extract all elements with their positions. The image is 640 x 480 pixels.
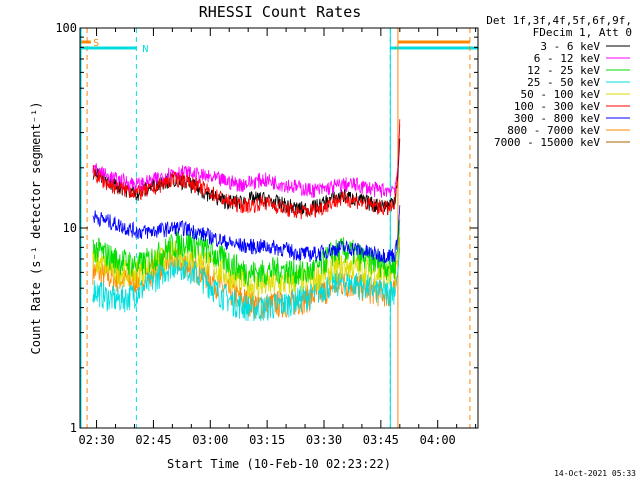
y-tick-label: 1 bbox=[70, 421, 77, 435]
annotation-label-0: S bbox=[93, 38, 99, 49]
legend-header: FDecim 1, Att 0 bbox=[533, 26, 632, 39]
legend-entry: 7000 - 15000 keV bbox=[494, 136, 600, 149]
x-tick-label: 03:45 bbox=[363, 433, 399, 447]
axis-ticks: 1 10 100 02:30 02:45 03:00 03:15 03:30 03:45 04:0… bbox=[55, 21, 478, 447]
x-axis-label: Start Time (10-Feb-10 02:23:22) bbox=[167, 457, 391, 471]
timestamp: 14-Oct-2021 05:33 bbox=[554, 469, 636, 478]
annotation-label-1: N bbox=[142, 44, 148, 55]
plot-area: SN bbox=[80, 28, 478, 428]
series-line-1 bbox=[92, 124, 401, 198]
x-tick-label: 03:15 bbox=[249, 433, 285, 447]
legend-entry: 100 - 300 keV bbox=[514, 100, 600, 113]
x-tick-label: 03:00 bbox=[192, 433, 228, 447]
y-axis-label: Count Rate (s⁻¹ detector segment⁻¹) bbox=[29, 102, 43, 355]
series-line-3 bbox=[92, 247, 401, 322]
x-tick-label: 04:00 bbox=[420, 433, 456, 447]
legend-entry: 6 - 12 keV bbox=[534, 52, 601, 65]
legend-header: Det 1f,3f,4f,5f,6f,9f, bbox=[486, 14, 632, 27]
legend-entry: 3 - 6 keV bbox=[540, 40, 600, 53]
y-tick-label: 100 bbox=[55, 21, 77, 35]
chart-title: RHESSI Count Rates bbox=[199, 3, 362, 21]
y-tick-label: 10 bbox=[63, 221, 77, 235]
x-tick-label: 02:30 bbox=[79, 433, 115, 447]
legend-entry: 12 - 25 keV bbox=[527, 64, 600, 77]
series-line-5 bbox=[92, 119, 401, 220]
series-line-6 bbox=[92, 205, 401, 264]
legend-entry: 800 - 7000 keV bbox=[507, 124, 600, 137]
x-tick-label: 02:45 bbox=[135, 433, 171, 447]
x-tick-label: 03:30 bbox=[306, 433, 342, 447]
series-line-2 bbox=[92, 219, 401, 287]
legend-entry: 25 - 50 keV bbox=[527, 76, 600, 89]
legend: Det 1f,3f,4f,5f,6f,9f,FDecim 1, Att 03 -… bbox=[486, 14, 632, 149]
legend-entry: 300 - 800 keV bbox=[514, 112, 600, 125]
legend-entry: 50 - 100 keV bbox=[521, 88, 601, 101]
plot-frame bbox=[79, 27, 479, 429]
